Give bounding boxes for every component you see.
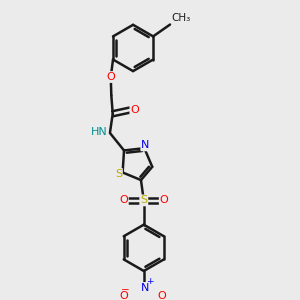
Text: S: S <box>115 169 122 179</box>
Text: O: O <box>119 291 128 300</box>
Text: O: O <box>158 291 167 300</box>
Text: N: N <box>141 140 150 150</box>
Text: N: N <box>141 283 149 293</box>
Text: S: S <box>140 195 147 206</box>
Text: O: O <box>130 104 139 115</box>
Text: HN: HN <box>91 127 108 136</box>
Text: CH₃: CH₃ <box>172 13 191 23</box>
Text: O: O <box>119 195 128 206</box>
Text: −: − <box>121 285 130 295</box>
Text: +: + <box>146 277 154 286</box>
Text: O: O <box>106 72 115 82</box>
Text: O: O <box>160 195 169 206</box>
